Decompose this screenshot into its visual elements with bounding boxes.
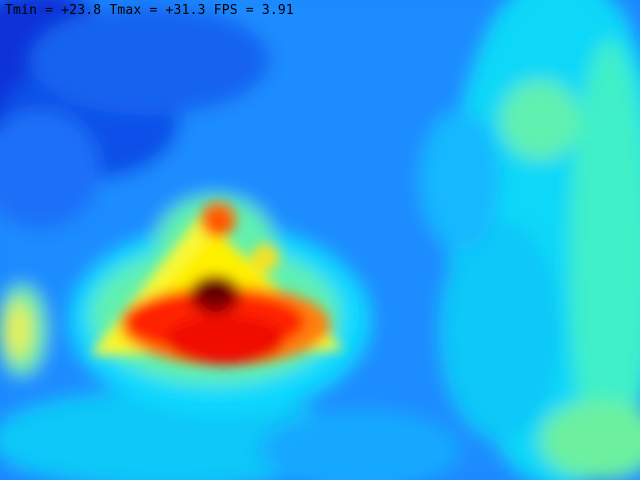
temperature-fps-readout: Tmin = +23.8 Tmax = +31.3 FPS = 3.91 [5, 3, 294, 18]
heatmap-hotspot [90, 202, 345, 365]
